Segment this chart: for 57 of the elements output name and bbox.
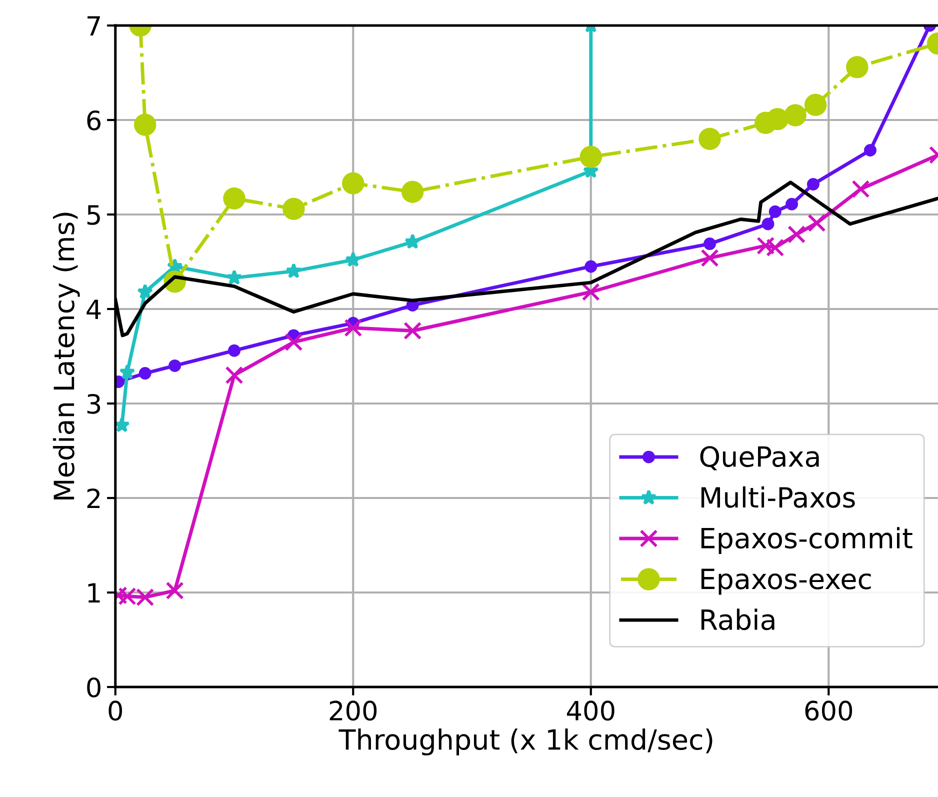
point — [852, 180, 870, 198]
legend-label: QuePaxa — [700, 446, 819, 470]
point — [584, 260, 598, 273]
point — [806, 178, 820, 191]
point — [226, 269, 242, 285]
y-axis-title: Median Latency (ms) — [52, 212, 80, 500]
y-tick-label: 2 — [87, 488, 100, 508]
y-tick-label: 1 — [88, 583, 100, 603]
legend-label: Multi-Paxos — [701, 486, 855, 508]
point — [345, 252, 362, 267]
point — [115, 416, 130, 432]
point — [804, 94, 827, 116]
point — [138, 367, 152, 380]
y-tick-label: 0 — [87, 677, 100, 698]
point — [864, 144, 876, 156]
y-tick-label: 4 — [86, 300, 101, 320]
point — [762, 218, 774, 230]
legend-label: Epaxos-exec — [701, 568, 871, 595]
y-tick-label: 6 — [87, 110, 101, 130]
point — [784, 104, 806, 126]
point — [404, 322, 422, 340]
point — [788, 225, 806, 244]
y-tick-label: 5 — [87, 205, 100, 225]
point — [344, 318, 362, 337]
point — [223, 187, 246, 210]
point — [282, 198, 305, 220]
point — [168, 359, 182, 372]
x-tick-label: 0 — [108, 700, 122, 721]
point — [225, 366, 244, 384]
point — [119, 364, 136, 380]
point — [756, 236, 775, 255]
point — [580, 146, 602, 168]
x-axis-title: Throughput (x 1k cmd/sec) — [338, 728, 712, 756]
point — [137, 284, 154, 300]
point — [228, 344, 240, 357]
legend-label: Epaxos-commit — [701, 527, 912, 554]
x-tick-label: 200 — [330, 700, 377, 721]
y-tick-label: 3 — [87, 394, 100, 414]
point — [286, 262, 302, 278]
point — [704, 238, 716, 250]
point — [808, 214, 826, 232]
point — [700, 248, 719, 268]
point — [846, 56, 868, 78]
point — [401, 180, 424, 203]
point — [766, 238, 784, 257]
point — [342, 172, 364, 194]
point — [768, 205, 782, 218]
legend-label: Rabia — [701, 608, 774, 630]
x-tick-label: 600 — [805, 700, 852, 721]
point — [166, 582, 184, 600]
point — [284, 333, 303, 352]
point — [786, 198, 798, 210]
point — [698, 128, 721, 150]
point — [134, 114, 156, 136]
point — [404, 234, 421, 249]
y-tick-label: 7 — [88, 16, 100, 36]
x-tick-label: 400 — [566, 700, 614, 721]
